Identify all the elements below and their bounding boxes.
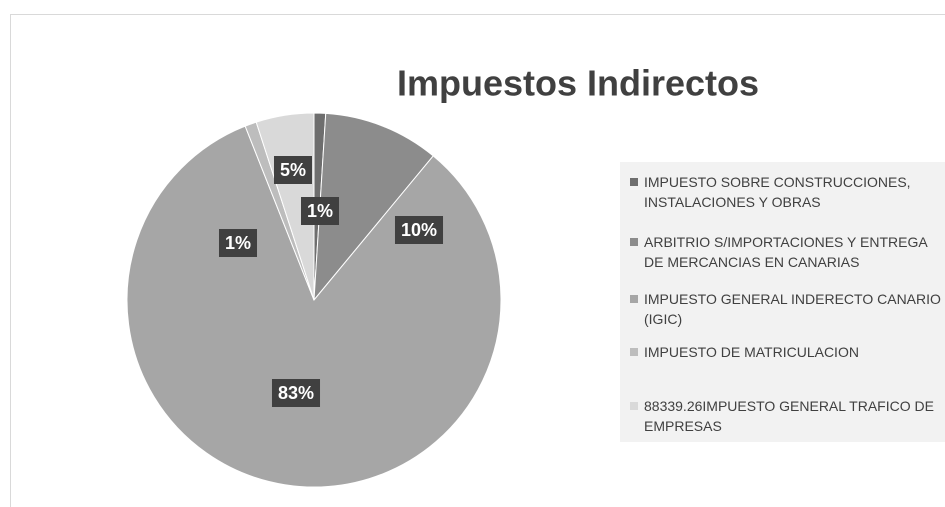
legend-entry: IMPUESTO DE MATRICULACION [630,342,945,362]
pie-slice [313,112,434,302]
data-label-box [218,229,258,257]
chart-title: Impuestos Indirectos [397,63,759,104]
legend-label: IMPUESTO GENERAL INDERECTO CANARIO (IGIC… [644,291,941,327]
legend: IMPUESTO SOBRE CONSTRUCCIONES, INSTALACI… [620,162,945,442]
data-label-text: 83% [278,383,314,403]
legend-entry: 88339.26IMPUESTO GENERAL TRAFICO DE EMPR… [630,396,945,436]
data-label-box [273,156,313,184]
data-label: 10% [394,216,444,244]
data-label-text: 1% [307,201,333,221]
legend-swatch [630,178,638,186]
legend-entry: IMPUESTO GENERAL INDERECTO CANARIO (IGIC… [630,289,945,329]
legend-swatch [630,348,638,356]
legend-label: IMPUESTO DE MATRICULACION [644,344,859,360]
legend-label: 88339.26IMPUESTO GENERAL TRAFICO DE EMPR… [644,398,934,434]
legend-swatch [630,402,638,410]
legend-label: IMPUESTO SOBRE CONSTRUCCIONES, INSTALACI… [644,174,911,210]
data-label-box [394,216,444,244]
data-label-box [271,379,321,407]
data-label: 1% [300,197,340,225]
data-label: 1% [218,229,258,257]
legend-entry: IMPUESTO SOBRE CONSTRUCCIONES, INSTALACI… [630,172,945,212]
data-label-text: 1% [225,233,251,253]
data-label: 5% [273,156,313,184]
legend-swatch [630,295,638,303]
legend-label: ARBITRIO S/IMPORTACIONES Y ENTREGA DE ME… [644,234,927,270]
data-label: 83% [271,379,321,407]
data-label-box [300,197,340,225]
legend-entry: ARBITRIO S/IMPORTACIONES Y ENTREGA DE ME… [630,232,945,272]
legend-swatch [630,238,638,246]
chart-border [10,14,945,507]
data-label-text: 5% [280,160,306,180]
data-label-text: 10% [401,220,437,240]
